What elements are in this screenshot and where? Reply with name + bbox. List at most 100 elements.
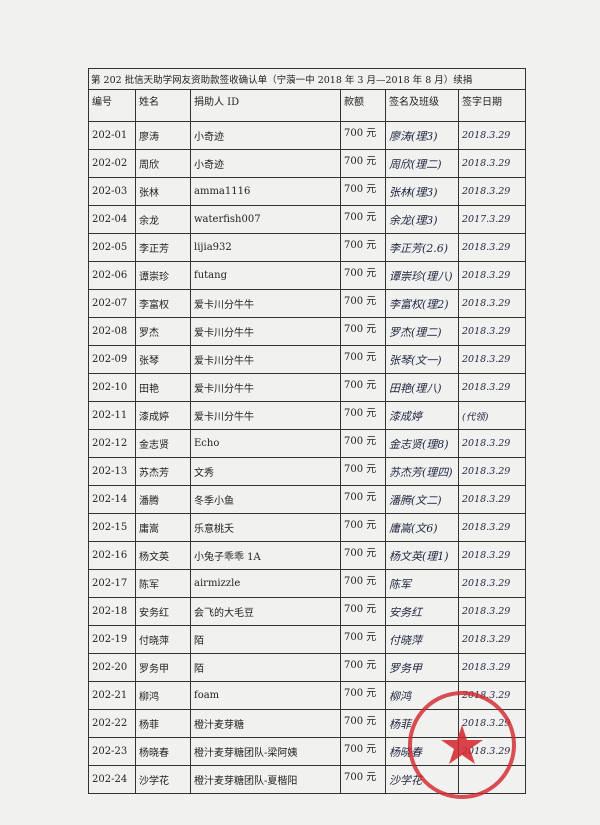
record-number: 202-18 [88, 597, 136, 626]
donor-id: 陌 [190, 653, 341, 682]
table-row: 202-11 漆成婷 爱卡川分牛牛 700 元漆成婷 (代领) [88, 401, 527, 430]
table-row: 202-12 金志贤 Echo 700 元金志贤(理8) 2018.3.29 [88, 429, 527, 458]
table-body: 第 202 批信天助学网友资助款签收确认单（宁蒗一中 2018 年 3 月—20… [87, 68, 527, 794]
amount: 700 元 [340, 289, 386, 318]
record-number: 202-15 [88, 513, 136, 542]
donor-id: 小奇迹 [190, 149, 341, 178]
record-number: 202-12 [88, 429, 136, 458]
donor-id: airmizzle [190, 569, 341, 598]
sign-date: 2018.3.29 [457, 681, 527, 710]
table-row: 202-10 田艳 爱卡川分牛牛 700 元田艳(理八) 2018.3.29 [88, 373, 527, 402]
student-name: 谭崇珍 [135, 261, 191, 290]
signature: 漆成婷 [385, 401, 459, 430]
signature: 谭崇珍(理八) [385, 261, 459, 290]
donor-id: 小兔子乖乖 1A [190, 541, 341, 570]
record-number: 202-09 [88, 345, 136, 374]
sign-date: 2018.3.29 [457, 513, 527, 542]
donor-id: 会飞的大毛豆 [190, 597, 341, 626]
table-row: 202-13 苏杰芳 文秀 700 元苏杰芳(理四) 2018.3.29 [88, 457, 527, 486]
student-name: 杨晓春 [135, 737, 191, 766]
amount: 700 元 [340, 205, 386, 234]
signature: 李正芳(2.6) [385, 233, 459, 262]
student-name: 余龙 [135, 205, 191, 234]
student-name: 庸嵩 [135, 513, 191, 542]
table-row: 202-09 张琴 爱卡川分牛牛 700 元张琴(文一) 2018.3.29 [88, 345, 527, 374]
student-name: 张林 [135, 177, 191, 206]
amount: 700 元 [340, 513, 386, 542]
stamp-ring [408, 691, 516, 799]
donor-id: waterfish007 [190, 205, 341, 234]
student-name: 张琴 [135, 345, 191, 374]
record-number: 202-13 [88, 457, 136, 486]
red-stamp [408, 691, 516, 799]
student-name: 廖涛 [135, 121, 191, 150]
amount: 700 元 [340, 681, 386, 710]
record-number: 202-06 [88, 261, 136, 290]
student-name: 付晓萍 [135, 625, 191, 654]
sign-date: 2018.3.29 [457, 149, 527, 178]
sign-date: 2018.3.29 [457, 121, 527, 150]
amount: 700 元 [340, 177, 386, 206]
table-row: 202-08 罗杰 爱卡川分牛牛 700 元罗杰(理二) 2018.3.29 [88, 317, 527, 346]
table-row: 202-15 庸嵩 乐意桃夭 700 元庸嵩(文6) 2018.3.29 [88, 513, 527, 542]
sign-date: 2018.3.29 [457, 177, 527, 206]
table-row: 202-05 李正芳 lijia932 700 元李正芳(2.6) 2018.3.29 [88, 233, 527, 262]
signature: 廖涛(理3) [385, 121, 459, 150]
receipt-table: 第 202 批信天助学网友资助款签收确认单（宁蒗一中 2018 年 3 月—20… [87, 68, 527, 794]
sign-date: 2018.3.29 [457, 261, 527, 290]
donor-id: 橙汁麦芽糖团队-夏楷阳 [190, 765, 341, 794]
student-name: 李正芳 [135, 233, 191, 262]
record-number: 202-21 [88, 681, 136, 710]
signature: 周欣(理二) [385, 149, 459, 178]
sign-date: 2018.3.29 [457, 373, 527, 402]
record-number: 202-22 [88, 709, 136, 738]
donor-id: Echo [190, 429, 341, 458]
record-number: 202-02 [88, 149, 136, 178]
column-header: 姓名 [135, 89, 191, 122]
donor-id: 爱卡川分牛牛 [190, 373, 341, 402]
record-number: 202-14 [88, 485, 136, 514]
header-row: 编号 姓名 捐助人 ID 款额 签名及班级 签字日期 [88, 89, 527, 122]
table-row: 202-04 余龙 waterfish007 700 元余龙(理3) 2017.3.29 [88, 205, 527, 234]
donor-id: 乐意桃夭 [190, 513, 341, 542]
donor-id: 橙汁麦芽糖团队-梁阿姨 [190, 737, 341, 766]
signature: 付晓萍 [385, 625, 459, 654]
title-row: 第 202 批信天助学网友资助款签收确认单（宁蒗一中 2018 年 3 月—20… [87, 68, 527, 90]
amount: 700 元 [340, 261, 386, 290]
title: 第 202 批信天助学网友资助款签收确认单（宁蒗一中 2018 年 3 月—20… [87, 68, 527, 90]
sign-date: 2018.3.29 [457, 485, 527, 514]
record-number: 202-04 [88, 205, 136, 234]
table-row: 202-06 谭崇珍 futang 700 元谭崇珍(理八) 2018.3.29 [88, 261, 527, 290]
signature: 张琴(文一) [385, 345, 459, 374]
sign-date: 2018.3.29 [457, 597, 527, 626]
record-number: 202-24 [88, 765, 136, 794]
student-name: 沙学花 [135, 765, 191, 794]
donor-id: 橙汁麦芽糖 [190, 709, 341, 738]
amount: 700 元 [340, 485, 386, 514]
record-number: 202-20 [88, 653, 136, 682]
table-row: 202-01 廖涛 小奇迹 700 元廖涛(理3) 2018.3.29 [88, 121, 527, 150]
table-row: 202-07 李富权 爱卡川分牛牛 700 元李富权(理2) 2018.3.29 [88, 289, 527, 318]
table-row: 202-17 陈军 airmizzle 700 元陈军 2018.3.29 [88, 569, 527, 598]
sign-date: 2018.3.29 [457, 625, 527, 654]
amount: 700 元 [340, 457, 386, 486]
amount: 700 元 [340, 653, 386, 682]
signature: 金志贤(理8) [385, 429, 459, 458]
amount: 700 元 [340, 121, 386, 150]
record-number: 202-08 [88, 317, 136, 346]
signature: 安务红 [385, 597, 459, 626]
amount: 700 元 [340, 625, 386, 654]
donor-id: 文秀 [190, 457, 341, 486]
amount: 700 元 [340, 737, 386, 766]
student-name: 周欣 [135, 149, 191, 178]
donor-id: amma1116 [190, 177, 341, 206]
student-name: 杨文英 [135, 541, 191, 570]
amount: 700 元 [340, 709, 386, 738]
table-row: 202-21 柳鸿 foam 700 元柳鸿 2018.3.29 [88, 681, 527, 710]
signature: 田艳(理八) [385, 373, 459, 402]
record-number: 202-16 [88, 541, 136, 570]
student-name: 田艳 [135, 373, 191, 402]
signature: 潘腾(文二) [385, 485, 459, 514]
column-header: 签字日期 [457, 89, 527, 122]
